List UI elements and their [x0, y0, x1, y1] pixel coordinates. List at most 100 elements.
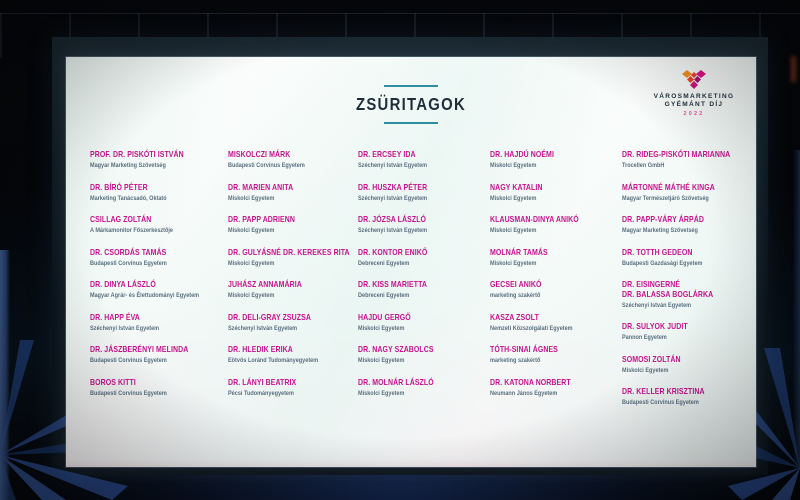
- member-name: KASZA ZSOLT: [490, 311, 539, 322]
- member-name: DR. EISINGERNÉ DR. BALASSA BOGLÁRKA: [622, 279, 714, 299]
- member-affiliation: marketing szakértő: [490, 292, 541, 299]
- jury-member: MISKOLCZI MÁRK Budapesti Corvinus Egyetem: [228, 149, 358, 170]
- jury-member: CSILLAG ZOLTÁN A Márkamonitor Főszerkeszt…: [90, 214, 228, 235]
- member-name: HAJDU GERGŐ: [358, 311, 411, 322]
- jury-member: KASZA ZSOLT Nemzeti Közszolgálati Egyetem: [490, 311, 622, 333]
- jury-member: DR. HAPP ÉVA Széchenyi István Egyetem: [90, 312, 228, 333]
- logo-text-line2: GYÉMÁNT DÍJ: [664, 101, 724, 108]
- member-affiliation: Miskolci Egyetem: [490, 162, 537, 169]
- jury-member: DR. MARIEN ANITA Miskolci Egyetem: [228, 182, 358, 203]
- stage-curtain-left: [0, 250, 10, 500]
- member-name: DR. JÓZSA LÁSZLÓ: [358, 214, 427, 224]
- slide-title: ZSÜRITAGOK: [356, 94, 466, 114]
- member-name: DR. KATONA NORBERT: [490, 376, 571, 387]
- member-affiliation: Budapesti Corvinus Egyetem: [90, 357, 167, 364]
- jury-member: DR. NAGY SZABOLCS Miskolci Egyetem: [358, 344, 490, 365]
- jury-member: DR. HUSZKA PÉTER Széchenyi István Egyetem: [358, 181, 490, 203]
- member-name: DR. ERCSEY IDA: [358, 149, 416, 159]
- jury-member: DR. JÁSZBERÉNYI MELINDA Budapesti Corvinu…: [90, 344, 228, 365]
- member-affiliation: Miskolci Egyetem: [228, 227, 275, 234]
- member-name: DR. KISS MARIETTA: [358, 279, 428, 289]
- member-name: DR. KELLER KRISZTINA: [622, 386, 705, 396]
- jury-member: MOLNÁR TAMÁS Miskolci Egyetem: [490, 246, 622, 268]
- jury-member: JUHÁSZ ANNAMÁRIA Miskolci Egyetem: [228, 279, 358, 300]
- member-name: BOROS KITTI: [90, 376, 136, 387]
- jury-columns: PROF. DR. PISKÓTI ISTVÁN Magyar Marketing…: [66, 149, 756, 420]
- member-name: KLAUSMAN-DINYA ANIKÓ: [490, 214, 579, 224]
- member-affiliation: Nemzeti Közszolgálati Egyetem: [490, 324, 573, 332]
- member-name: DR. HUSZKA PÉTER: [358, 181, 428, 192]
- jury-member: DR. KISS MARIETTA Debreceni Egyetem: [358, 279, 490, 300]
- jury-member: DR. HLEDIK ERIKA Eötvös Loránd Tudományeg…: [228, 344, 358, 365]
- jury-member: MÁRTONNÉ MÁTHÉ KINGA Magyar Természetjáró…: [622, 181, 762, 203]
- member-affiliation: Budapesti Corvinus Egyetem: [228, 162, 305, 169]
- jury-member: DR. GULYÁSNÉ DR. KEREKES RITA Miskolci Eg…: [228, 246, 358, 268]
- jury-member: DR. BÍRÓ PÉTER Marketing Tanácsadó, Oktat…: [90, 182, 228, 203]
- member-affiliation: Budapesti Corvinus Egyetem: [90, 389, 167, 397]
- member-affiliation: marketing szakértő: [490, 357, 541, 364]
- jury-member: DR. KATONA NORBERT Neumann János Egyetem: [490, 376, 622, 398]
- jury-member: GECSEI ANIKÓ marketing szakértő: [490, 279, 622, 300]
- member-affiliation: Debreceni Egyetem: [358, 292, 410, 299]
- jury-member: PROF. DR. PISKÓTI ISTVÁN Magyar Marketing…: [90, 149, 228, 170]
- member-affiliation: Magyar Természetjáró Szövetség: [622, 194, 709, 202]
- member-name: PROF. DR. PISKÓTI ISTVÁN: [90, 149, 184, 159]
- jury-member: DR. HAJDÚ NOÉMI Miskolci Egyetem: [490, 149, 622, 170]
- member-name: MISKOLCZI MÁRK: [228, 149, 291, 159]
- member-affiliation: Budapesti Corvinus Egyetem: [90, 259, 167, 267]
- member-name: DR. DINYA LÁSZLÓ: [90, 279, 156, 289]
- member-affiliation: Magyar Agrár- és Élettudományi Egyetem: [90, 292, 200, 299]
- member-name: DR. JÁSZBERÉNYI MELINDA: [90, 344, 189, 354]
- member-affiliation: Miskolci Egyetem: [228, 292, 275, 299]
- jury-member: DR. TOTTH GEDEON Budapesti Gazdasági Egye…: [622, 246, 762, 268]
- jury-member: DR. DELI-GRAY ZSUZSA Széchenyi István Egy…: [228, 312, 358, 333]
- jury-member: DR. JÓZSA LÁSZLÓ Széchenyi István Egyetem: [358, 214, 490, 235]
- jury-member: KLAUSMAN-DINYA ANIKÓ Miskolci Egyetem: [490, 214, 622, 235]
- member-affiliation: Miskolci Egyetem: [358, 357, 405, 364]
- member-name: DR. MOLNÁR LÁSZLÓ: [358, 376, 434, 387]
- jury-member: DR. PAPP-VÁRY ÁRPÁD Magyar Marketing Szöv…: [622, 214, 762, 235]
- member-name: DR. RIDEG-PISKÓTI MARIANNA: [622, 149, 731, 159]
- member-affiliation: Széchenyi István Egyetem: [358, 194, 428, 202]
- member-affiliation: Miskolci Egyetem: [358, 389, 405, 397]
- jury-member: DR. KONTOR ENIKŐ Debreceni Egyetem: [358, 247, 490, 268]
- title-rule-bottom: [384, 122, 438, 124]
- stage-curtain-right: [793, 150, 800, 470]
- member-affiliation: Eötvös Loránd Tudományegyetem: [228, 357, 319, 364]
- member-name: JUHÁSZ ANNAMÁRIA: [228, 279, 302, 289]
- member-affiliation: Miskolci Egyetem: [490, 259, 537, 267]
- member-affiliation: Magyar Marketing Szövetség: [622, 227, 698, 234]
- jury-column: DR. RIDEG-PISKÓTI MARIANNA Trocellen GmbH…: [622, 149, 762, 420]
- jury-member: TÓTH-SINAI ÁGNES marketing szakértő: [490, 344, 622, 365]
- member-affiliation: Miskolci Egyetem: [228, 259, 275, 267]
- jury-column: MISKOLCZI MÁRK Budapesti Corvinus Egyetem…: [228, 149, 358, 410]
- presentation-slide: VÁROSMARKETING GYÉMÁNT DÍJ 2022 ZSÜRITAG…: [66, 57, 756, 467]
- member-name: DR. GULYÁSNÉ DR. KEREKES RITA: [228, 246, 350, 257]
- member-affiliation: Neumann János Egyetem: [490, 389, 558, 397]
- jury-column: DR. ERCSEY IDA Széchenyi István Egyetem DR…: [358, 149, 490, 410]
- diamond-logo-icon: [682, 70, 706, 89]
- member-name: SOMOSI ZOLTÁN: [622, 353, 681, 364]
- jury-member: DR. EISINGERNÉ DR. BALASSA BOGLÁRKA Széch…: [622, 279, 762, 309]
- member-name: DR. SULYOK JUDIT: [622, 321, 688, 331]
- jury-member: DR. PAPP ADRIENN Miskolci Egyetem: [228, 214, 358, 235]
- member-affiliation: Széchenyi István Egyetem: [358, 162, 428, 169]
- member-name: MOLNÁR TAMÁS: [490, 246, 548, 257]
- member-name: MÁRTONNÉ MÁTHÉ KINGA: [622, 181, 715, 192]
- member-name: DR. PAPP ADRIENN: [228, 214, 296, 224]
- member-affiliation: Miskolci Egyetem: [358, 324, 405, 332]
- member-affiliation: Pannon Egyetem: [622, 334, 667, 341]
- member-name: DR. HAJDÚ NOÉMI: [490, 149, 554, 159]
- logo-text-line1: VÁROSMARKETING: [653, 93, 735, 100]
- member-name: DR. NAGY SZABOLCS: [358, 344, 434, 354]
- member-affiliation: Debreceni Egyetem: [358, 259, 410, 267]
- member-name: GECSEI ANIKÓ: [490, 279, 542, 289]
- member-affiliation: Budapesti Gazdasági Egyetem: [622, 259, 703, 267]
- logo-year: 2022: [683, 111, 705, 117]
- jury-column: DR. HAJDÚ NOÉMI Miskolci Egyetem NAGY KATA…: [490, 149, 622, 410]
- title-rule-top: [384, 85, 438, 87]
- member-affiliation: Széchenyi István Egyetem: [228, 324, 298, 332]
- member-name: DR. TOTTH GEDEON: [622, 246, 693, 257]
- jury-member: BOROS KITTI Budapesti Corvinus Egyetem: [90, 376, 228, 398]
- member-name: DR. CSORDÁS TAMÁS: [90, 246, 167, 257]
